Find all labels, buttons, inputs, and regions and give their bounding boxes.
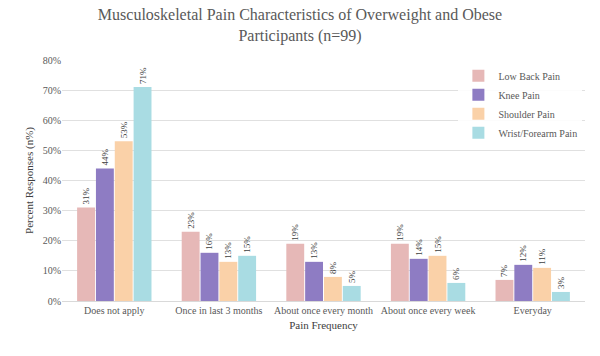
svg-text:Percent Responses (n%): Percent Responses (n%)	[23, 127, 36, 234]
svg-text:8%: 8%	[328, 261, 338, 274]
svg-text:15%: 15%	[242, 236, 252, 253]
svg-text:About once every week: About once every week	[381, 305, 476, 316]
svg-text:10%: 10%	[43, 265, 61, 276]
svg-text:0%: 0%	[48, 296, 61, 307]
svg-text:12%: 12%	[518, 245, 528, 262]
svg-text:About once every month: About once every month	[274, 305, 373, 316]
svg-text:30%: 30%	[43, 205, 61, 216]
svg-text:71%: 71%	[138, 67, 148, 84]
svg-text:19%: 19%	[395, 224, 405, 241]
svg-text:14%: 14%	[414, 239, 424, 256]
svg-text:31%: 31%	[81, 188, 91, 205]
svg-text:19%: 19%	[290, 224, 300, 241]
svg-text:13%: 13%	[309, 242, 319, 259]
svg-text:11%: 11%	[537, 248, 547, 265]
svg-text:53%: 53%	[119, 121, 129, 138]
svg-text:7%: 7%	[499, 264, 509, 277]
svg-text:Pain Frequency: Pain Frequency	[289, 319, 358, 331]
svg-text:40%: 40%	[43, 175, 61, 186]
svg-text:Does not apply: Does not apply	[84, 305, 145, 316]
svg-text:80%: 80%	[43, 55, 61, 66]
svg-text:Everyday: Everyday	[514, 305, 552, 316]
svg-text:3%: 3%	[556, 276, 566, 289]
svg-text:15%: 15%	[433, 236, 443, 253]
svg-text:5%: 5%	[347, 270, 357, 283]
svg-text:Musculoskeletal Pain Character: Musculoskeletal Pain Characteristics of …	[98, 6, 502, 45]
svg-text:60%: 60%	[43, 115, 61, 126]
svg-text:23%: 23%	[186, 212, 196, 229]
svg-text:Wrist/Forearm Pain: Wrist/Forearm Pain	[498, 128, 577, 139]
svg-text:Low Back Pain: Low Back Pain	[498, 71, 560, 82]
svg-text:13%: 13%	[223, 242, 233, 259]
svg-text:Once in last 3 months: Once in last 3 months	[175, 305, 262, 316]
svg-text:16%: 16%	[204, 233, 214, 250]
svg-text:6%: 6%	[451, 267, 461, 280]
svg-text:50%: 50%	[43, 145, 61, 156]
svg-text:Knee Pain: Knee Pain	[498, 90, 539, 101]
svg-text:44%: 44%	[100, 148, 110, 165]
svg-text:Shoulder Pain: Shoulder Pain	[498, 109, 554, 120]
svg-text:20%: 20%	[43, 235, 61, 246]
svg-text:70%: 70%	[43, 85, 61, 96]
